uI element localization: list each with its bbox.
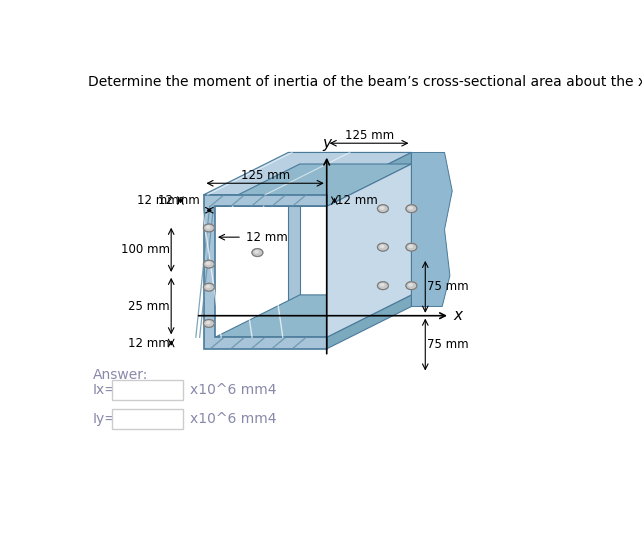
Ellipse shape: [204, 284, 214, 291]
Text: 12 mm: 12 mm: [158, 194, 200, 206]
Text: Ix=: Ix=: [92, 383, 116, 397]
Text: Determine the moment of inertia of the beam’s cross-sectional area about the x a: Determine the moment of inertia of the b…: [88, 75, 642, 89]
Polygon shape: [327, 164, 412, 337]
Text: Iy=: Iy=: [92, 412, 116, 426]
Ellipse shape: [203, 223, 215, 232]
FancyBboxPatch shape: [112, 379, 183, 399]
Text: Answer:: Answer:: [92, 368, 148, 382]
Ellipse shape: [377, 282, 388, 289]
Ellipse shape: [205, 261, 211, 265]
Ellipse shape: [408, 206, 413, 210]
Ellipse shape: [204, 320, 214, 327]
Text: x: x: [454, 308, 463, 323]
Ellipse shape: [377, 204, 389, 213]
Ellipse shape: [406, 205, 417, 212]
Text: 125 mm: 125 mm: [241, 169, 290, 182]
Ellipse shape: [406, 243, 417, 251]
Ellipse shape: [251, 248, 264, 257]
Ellipse shape: [406, 282, 417, 289]
Polygon shape: [327, 153, 412, 349]
Ellipse shape: [379, 245, 385, 248]
Ellipse shape: [405, 243, 417, 252]
Ellipse shape: [203, 319, 215, 328]
Ellipse shape: [205, 225, 211, 229]
Ellipse shape: [377, 243, 388, 251]
Text: 12 mm: 12 mm: [128, 336, 169, 349]
Polygon shape: [215, 164, 412, 206]
Text: y: y: [322, 136, 331, 151]
Ellipse shape: [379, 206, 385, 210]
Ellipse shape: [405, 281, 417, 291]
Polygon shape: [215, 295, 412, 337]
Text: 125 mm: 125 mm: [345, 129, 394, 142]
Text: 25 mm: 25 mm: [128, 300, 169, 313]
Polygon shape: [412, 153, 452, 307]
Polygon shape: [288, 153, 412, 307]
Text: 100 mm: 100 mm: [121, 244, 169, 257]
Text: x10^6 mm4: x10^6 mm4: [189, 412, 276, 426]
Ellipse shape: [408, 283, 413, 287]
Text: 12 mm: 12 mm: [336, 194, 377, 207]
Ellipse shape: [377, 243, 389, 252]
Ellipse shape: [254, 250, 259, 253]
Ellipse shape: [203, 282, 215, 292]
Ellipse shape: [379, 283, 385, 287]
Ellipse shape: [405, 204, 417, 213]
Ellipse shape: [205, 321, 211, 324]
Ellipse shape: [377, 281, 389, 291]
Ellipse shape: [203, 259, 215, 269]
Text: 75 mm: 75 mm: [427, 280, 469, 293]
Ellipse shape: [377, 205, 388, 212]
Polygon shape: [204, 153, 412, 195]
Ellipse shape: [204, 260, 214, 268]
Polygon shape: [204, 195, 327, 349]
FancyBboxPatch shape: [112, 409, 183, 429]
Text: 12 mm: 12 mm: [137, 194, 179, 207]
Text: 75 mm: 75 mm: [427, 338, 469, 351]
Text: 12 mm: 12 mm: [246, 231, 288, 244]
Ellipse shape: [252, 248, 263, 257]
Ellipse shape: [205, 285, 211, 288]
Ellipse shape: [204, 224, 214, 232]
Text: x10^6 mm4: x10^6 mm4: [189, 383, 276, 397]
Ellipse shape: [408, 245, 413, 248]
